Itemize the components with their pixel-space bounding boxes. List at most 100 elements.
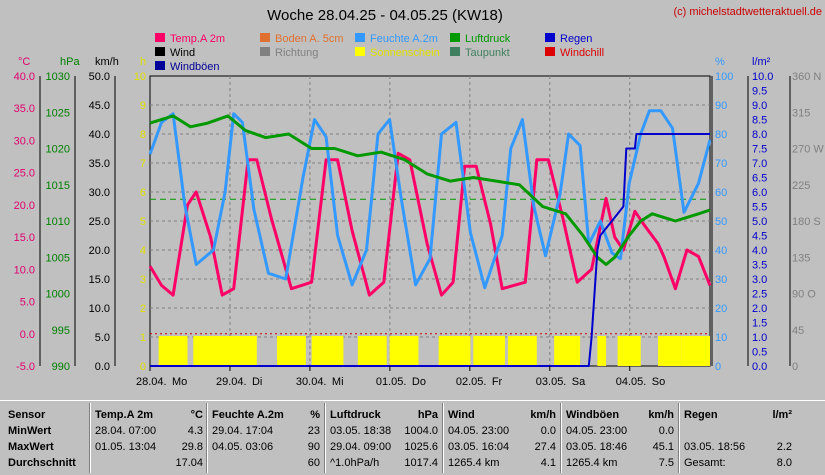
x-tick-date: 03.05.: [536, 376, 567, 388]
humidity-tick-label: 60: [715, 187, 727, 199]
sun-tick-label: 7: [140, 158, 146, 170]
stats-cell-value: 0.0: [540, 425, 556, 437]
sunshine-bar: [193, 336, 234, 366]
legend-swatch: [155, 61, 165, 70]
series-line-luftdruck: [149, 114, 711, 266]
humidity-tick-label: 100: [715, 71, 733, 83]
sun-tick-label: 1: [140, 332, 146, 344]
x-tick-weekday: Fr: [492, 376, 503, 388]
rain-tick-label: 4.0: [752, 245, 767, 257]
temp-tick-label: 15.0: [14, 232, 35, 244]
legend-swatch: [155, 33, 165, 42]
wind-tick-label: 15.0: [89, 274, 110, 286]
rain-tick-label: 7.5: [752, 144, 767, 156]
stats-cell-value: 17.04: [175, 457, 203, 469]
legend-label: Richtung: [275, 47, 318, 59]
stats-header: Feuchte A.2m: [212, 409, 284, 421]
sun-tick-label: 8: [140, 129, 146, 141]
sunshine-bar: [311, 336, 344, 366]
rain-tick-label: 8.0: [752, 129, 767, 141]
series-line-feuchte-a-2m: [148, 109, 712, 290]
sunshine-bar: [473, 336, 506, 366]
stats-cell-value: 8.0: [776, 457, 792, 469]
legend-swatch: [260, 33, 270, 42]
stats-cell-value: 7.5: [658, 457, 674, 469]
stats-row-label: MaxWert: [8, 441, 54, 453]
axis-unit-label: km/h: [95, 56, 119, 68]
direction-tick-label: 135: [792, 252, 810, 264]
copyright-text: (c) michelstadtwetteraktuell.de: [673, 6, 822, 18]
column-separator: [206, 403, 208, 473]
wind-tick-label: 25.0: [89, 216, 110, 228]
x-tick-weekday: Sa: [572, 376, 586, 388]
column-separator: [678, 403, 680, 473]
sunshine-bar: [227, 336, 257, 366]
direction-tick-label: 225: [792, 180, 810, 192]
x-tick-weekday: So: [652, 376, 665, 388]
sun-tick-label: 6: [140, 187, 146, 199]
stats-header: Windböen: [566, 409, 620, 421]
chart-legend: Temp.A 2m Boden A. 5cm Feuchte A.2m Luftdru…: [155, 33, 604, 73]
humidity-tick-label: 30: [715, 274, 727, 286]
stats-cell-time: 03.05. 16:04: [448, 441, 510, 453]
column-separator: [442, 403, 444, 473]
x-tick-date: 29.04.: [216, 376, 247, 388]
wind-tick-label: 50.0: [89, 71, 110, 83]
legend-swatch: [450, 33, 460, 42]
sunshine-bar: [507, 336, 537, 366]
sunshine-bar: [277, 336, 306, 366]
stats-cell-value: 0.0: [658, 425, 674, 437]
rain-tick-label: 2.0: [752, 303, 767, 315]
stats-unit: l/m²: [772, 409, 792, 421]
stats-cell-value: 90: [307, 441, 320, 453]
direction-tick-label: 45: [792, 325, 804, 337]
rain-tick-label: 7.0: [752, 158, 767, 170]
humidity-tick-label: 20: [715, 303, 727, 315]
rain-tick-label: 9.5: [752, 86, 767, 98]
stats-unit: km/h: [648, 409, 674, 421]
column-separator: [324, 403, 326, 473]
series-lines: [148, 109, 712, 367]
wind-tick-label: 35.0: [89, 158, 110, 170]
rain-tick-label: 4.5: [752, 231, 767, 243]
stats-cell-value: 60: [307, 457, 320, 469]
pressure-tick-label: 1015: [46, 180, 70, 192]
legend-swatch: [155, 47, 165, 56]
wind-tick-label: 45.0: [89, 100, 110, 112]
stats-header: Temp.A 2m: [95, 409, 154, 421]
wind-tick-label: 5.0: [95, 332, 110, 344]
pressure-tick-label: 1030: [46, 71, 70, 83]
stats-unit: %: [310, 409, 320, 421]
series-line-regen: [150, 133, 710, 367]
temp-tick-label: 20.0: [14, 200, 35, 212]
rain-tick-label: 1.0: [752, 332, 767, 344]
humidity-tick-label: 50: [715, 216, 727, 228]
legend-label: Feuchte A.2m: [370, 33, 438, 45]
rain-tick-label: 0.5: [752, 347, 767, 359]
legend-label: Temp.A 2m: [170, 33, 225, 45]
rain-tick-label: 6.5: [752, 173, 767, 185]
stats-cell-value: 4.3: [187, 425, 203, 437]
temp-tick-label: 30.0: [14, 135, 35, 147]
legend-label: Wind: [170, 47, 195, 59]
wind-tick-label: 20.0: [89, 245, 110, 257]
axes: 40.035.030.025.020.015.010.05.00.0-5.010…: [14, 56, 825, 388]
humidity-tick-label: 0: [715, 361, 721, 373]
humidity-tick-label: 90: [715, 100, 727, 112]
rain-tick-label: 9.0: [752, 100, 767, 112]
x-tick-date: 30.04.: [296, 376, 327, 388]
legend-label: Taupunkt: [465, 47, 510, 59]
legend-swatch: [450, 47, 460, 56]
stats-cell-value: 4.1: [540, 457, 556, 469]
chart-title: Woche 28.04.25 - 04.05.25 (KW18): [267, 7, 503, 24]
x-tick-weekday: Do: [412, 376, 426, 388]
sunshine-bars: [158, 336, 710, 366]
humidity-tick-label: 10: [715, 332, 727, 344]
sun-tick-label: 5: [140, 216, 146, 228]
stats-cell-value: 27.4: [534, 441, 556, 453]
stats-cell-time: ^1.0hPa/h: [330, 457, 380, 469]
sun-tick-label: 0: [140, 361, 146, 373]
direction-tick-label: 315: [792, 107, 810, 119]
stats-cell-time: 29.04. 17:04: [212, 425, 274, 437]
legend-label: Regen: [560, 33, 592, 45]
